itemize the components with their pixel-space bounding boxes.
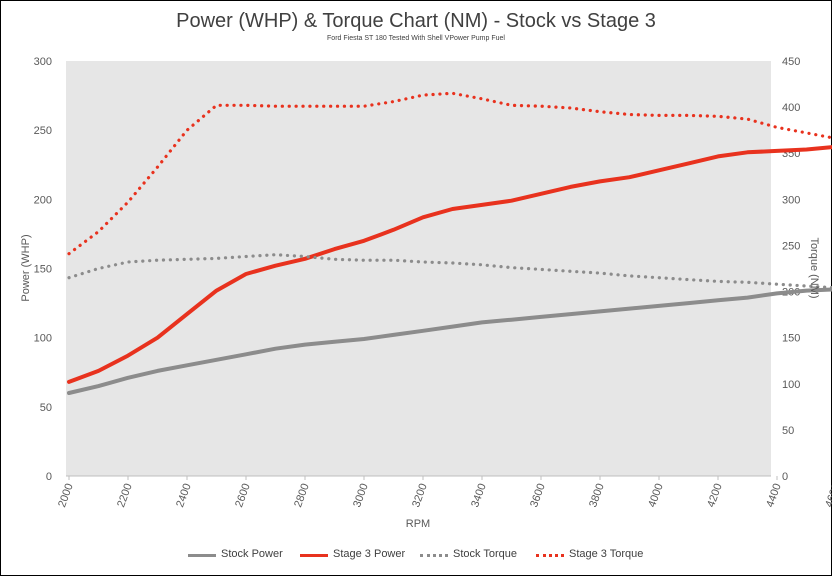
legend-label-stage3-power: Stage 3 Power (333, 548, 406, 560)
x-tick-label: 3800 (587, 482, 607, 509)
x-tick-label: 3400 (469, 482, 489, 509)
x-tick-label: 4200 (705, 482, 725, 509)
legend-swatch-stage3-torque (536, 554, 564, 557)
y2-tick-label: 300 (782, 194, 800, 206)
y2-tick-label: 150 (782, 333, 800, 345)
y-tick-label: 100 (34, 333, 52, 345)
y2-tick-label: 450 (782, 56, 800, 68)
x-tick-label: 3200 (410, 482, 430, 509)
legend-label-stock-torque: Stock Torque (453, 548, 518, 560)
y2-tick-label: 50 (782, 425, 794, 437)
y2-tick-label: 250 (782, 240, 800, 252)
x-tick-label: 2400 (174, 482, 194, 509)
series-line-stage-3-power (67, 145, 832, 384)
y-tick-label: 200 (34, 194, 52, 206)
series-line-stock-power (67, 287, 832, 395)
legend-swatch-stage3-power (300, 554, 328, 557)
plot-area (66, 61, 771, 476)
y-tick-label: 300 (34, 56, 52, 68)
legend-label-stock-power: Stock Power (221, 548, 283, 560)
x-axis-label: RPM (406, 518, 430, 530)
x-tick-label: 2000 (56, 482, 76, 509)
y2-tick-label: 0 (782, 471, 788, 483)
series-line-stage-3-torque (67, 91, 832, 256)
y-tick-label: 150 (34, 264, 52, 276)
chart-subtitle: Ford Fiesta ST 180 Tested With Shell VPo… (327, 35, 505, 42)
x-tick-label: 2200 (115, 482, 135, 509)
x-tick-label: 4000 (646, 482, 666, 509)
y-tick-label: 0 (46, 471, 52, 483)
y-tick-label: 250 (34, 125, 52, 137)
series-line-stock-torque (67, 253, 832, 290)
x-tick-label: 3000 (351, 482, 371, 509)
legend-swatch-stock-torque (420, 554, 448, 557)
chart-title: Power (WHP) & Torque Chart (NM) - Stock … (176, 10, 656, 32)
y2-tick-label: 400 (782, 102, 800, 114)
y2-axis-label: Torque (NM) (808, 237, 820, 298)
legend-label-stage3-torque: Stage 3 Torque (569, 548, 644, 560)
x-tick-label: 3600 (528, 482, 548, 509)
x-tick-label: 2800 (292, 482, 312, 509)
legend-swatch-stock-power (188, 554, 216, 557)
x-tick-label: 4400 (764, 482, 784, 509)
y-axis-label: Power (WHP) (20, 234, 32, 301)
legend: Stock Power Stage 3 Power Stock Torque S… (0, 547, 832, 563)
x-tick-label: 4600 (823, 482, 832, 509)
x-tick-label: 2600 (233, 482, 253, 509)
y2-tick-label: 100 (782, 379, 800, 391)
y-tick-label: 50 (40, 402, 52, 414)
